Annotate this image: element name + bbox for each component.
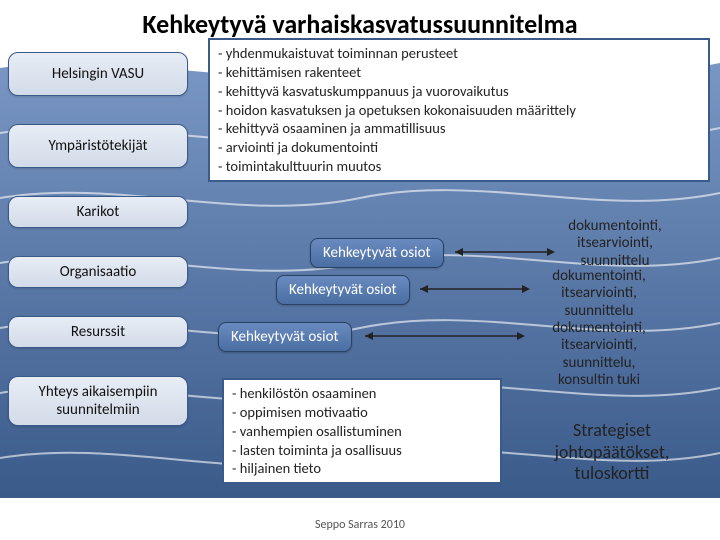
strategic-line: Strategiset [522,420,702,442]
note-line: dokumentointi, [524,268,674,285]
note-line: konsultin tuki [514,372,684,389]
arrow-icon [365,329,525,343]
strategic-line: johtopäätökset, [522,442,702,464]
right-note-b: dokumentointi, itsearviointi, suunnittel… [524,268,674,320]
bullet-row: - kehittämisen rakenteet [218,63,700,82]
left-item-karikot: Karikot [8,196,188,228]
bullet-row: - vanhempien osallistuminen [232,422,492,441]
lower-bullets-box: - henkilöstön osaaminen - oppimisen moti… [222,378,502,484]
arrow-icon [455,245,555,259]
left-column: Helsingin VASU Ympäristötekijät Karikot … [8,44,188,426]
note-line: itsearviointi, [514,337,684,354]
mid-box-b: Kehkeytyvät osiot [276,275,410,305]
note-line: suunnittelu [524,303,674,320]
note-line: itsearviointi, [524,285,674,302]
left-item-resurssit: Resurssit [8,316,188,348]
note-line: itsearviointi, [540,235,690,252]
left-item-organisaatio: Organisaatio [8,256,188,288]
right-note-c: dokumentointi, itsearviointi, suunnittel… [514,320,684,389]
note-line: suunnittelu, [514,355,684,372]
bullet-row: - yhdenmukaistuvat toiminnan perusteet [218,44,700,63]
top-bullets-box: - yhdenmukaistuvat toiminnan perusteet -… [208,38,710,182]
bullet-row: - kehittyvä osaaminen ja ammatillisuus [218,119,700,138]
mid-box-c: Kehkeytyvät osiot [218,322,352,352]
note-line: dokumentointi, [540,218,690,235]
bullet-row: - hoidon kasvatuksen ja opetuksen kokona… [218,101,700,120]
bullet-row: - henkilöstön osaaminen [232,384,492,403]
bullet-row: - lasten toiminta ja osallisuus [232,441,492,460]
bullet-row: - toimintakulttuurin muutos [218,157,700,176]
bullet-row: - arviointi ja dokumentointi [218,138,700,157]
left-item-ymparistotekijat: Ympäristötekijät [8,124,188,168]
strategic-line: tuloskortti [522,463,702,485]
bullet-row: - hiljainen tieto [232,459,492,478]
bullet-row: - oppimisen motivaatio [232,403,492,422]
left-item-yhteys: Yhteys aikaisempiin suunnitelmiin [8,376,188,426]
arrow-icon [420,282,530,296]
note-line: dokumentointi, [514,320,684,337]
left-item-helsingin-vasu: Helsingin VASU [8,52,188,96]
mid-box-a: Kehkeytyvät osiot [310,238,444,268]
footer-credit: Seppo Sarras 2010 [0,518,720,532]
bullet-row: - kehittyvä kasvatuskumppanuus ja vuorov… [218,82,700,101]
right-note-a: dokumentointi, itsearviointi, suunnittel… [540,218,690,270]
strategic-note: Strategiset johtopäätökset, tuloskortti [522,420,702,485]
